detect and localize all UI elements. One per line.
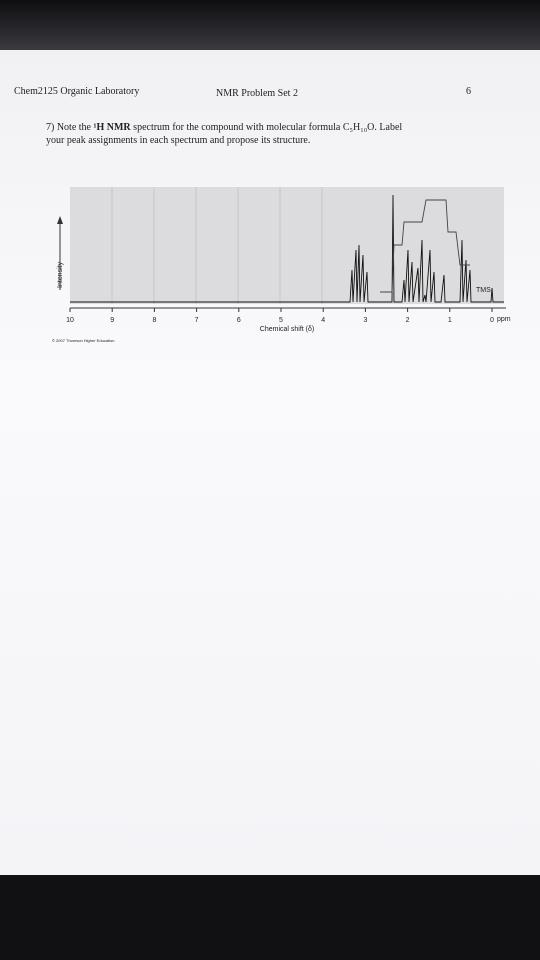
x-tick-label: 8 — [152, 317, 156, 324]
header-left: Chem2125 Organic Laboratory — [14, 86, 140, 97]
grid — [111, 187, 323, 304]
question-line2: your peak assignments in each spectrum a… — [46, 135, 311, 146]
text: spectrum for the compound with molecular… — [130, 122, 403, 133]
x-tick-label: 5 — [279, 317, 283, 324]
credit: © 2007 Thomson Higher Education — [52, 338, 114, 343]
x-tick-label: 4 — [321, 317, 325, 324]
unit-label: ppm — [497, 316, 511, 323]
plot-area — [70, 187, 504, 304]
x-tick-label: 1 — [448, 317, 452, 324]
x-tick-label: 2 — [406, 317, 410, 324]
x-tick-label: 10 — [66, 317, 74, 324]
arrow-head — [57, 216, 63, 224]
spectrum — [70, 194, 504, 303]
text-bold: ¹H NMR — [93, 122, 131, 133]
header-right: 6 — [466, 86, 471, 97]
y-label: Intensity — [57, 261, 64, 288]
header-center: NMR Problem Set 2 — [216, 88, 298, 99]
background-bottom — [0, 875, 540, 960]
x-tick-label: 3 — [363, 317, 367, 324]
x-tick-label: 9 — [110, 317, 114, 324]
text: 7) Note the — [46, 122, 94, 133]
x-tick-label: 7 — [195, 317, 199, 324]
x-tick-label: 0 — [490, 317, 494, 324]
x-label: Chemical shift (δ) — [260, 326, 314, 333]
tms-label: TMS — [476, 287, 491, 294]
x-tick-label: 6 — [237, 317, 241, 324]
background-top — [0, 0, 540, 50]
question-line1: 7) Note the ¹H NMR spectrum for the comp… — [46, 122, 402, 133]
